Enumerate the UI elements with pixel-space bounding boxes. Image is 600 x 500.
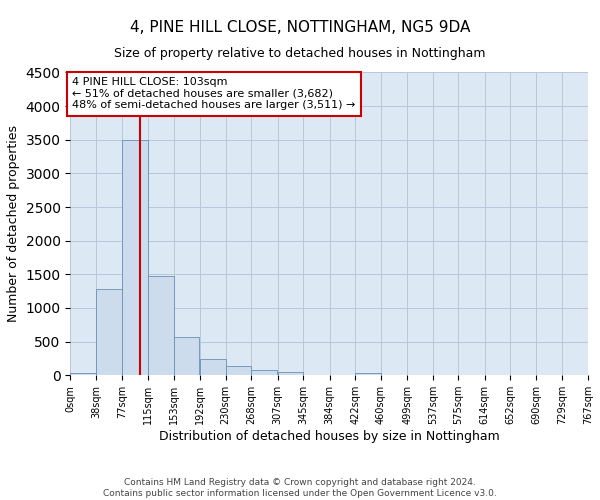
Bar [226, 366, 251, 376]
Bar [278, 372, 303, 376]
Bar [148, 276, 173, 376]
Y-axis label: Number of detached properties: Number of detached properties [7, 126, 20, 322]
Bar [70, 374, 96, 376]
Text: 4, PINE HILL CLOSE, NOTTINGHAM, NG5 9DA: 4, PINE HILL CLOSE, NOTTINGHAM, NG5 9DA [130, 20, 470, 35]
Bar [355, 374, 381, 376]
X-axis label: Distribution of detached houses by size in Nottingham: Distribution of detached houses by size … [159, 430, 500, 443]
Text: Size of property relative to detached houses in Nottingham: Size of property relative to detached ho… [114, 48, 486, 60]
Bar [251, 370, 277, 376]
Bar [122, 140, 148, 376]
Text: 4 PINE HILL CLOSE: 103sqm
← 51% of detached houses are smaller (3,682)
48% of se: 4 PINE HILL CLOSE: 103sqm ← 51% of detac… [73, 77, 356, 110]
Text: Contains HM Land Registry data © Crown copyright and database right 2024.
Contai: Contains HM Land Registry data © Crown c… [103, 478, 497, 498]
Bar [96, 289, 122, 376]
Bar [173, 337, 199, 376]
Bar [200, 359, 226, 376]
